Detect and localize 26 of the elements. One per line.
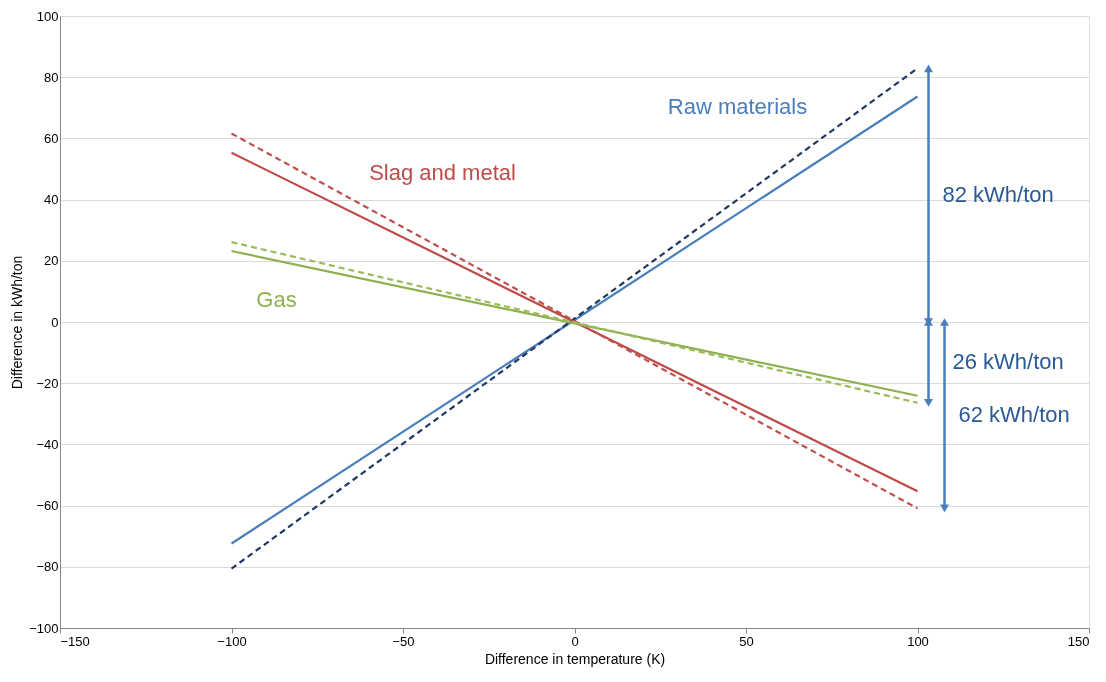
x-axis-title: Difference in temperature (K) <box>484 650 666 667</box>
series-label: Slag and metal <box>369 159 516 185</box>
y-tick-label: −60 <box>36 498 59 514</box>
x-tick-label: −100 <box>217 633 247 649</box>
annotation: 26 kWh/ton <box>952 349 1064 375</box>
x-tick-label: −50 <box>392 633 415 649</box>
y-tick-label: 0 <box>51 314 59 330</box>
x-tick-label: 0 <box>571 633 579 649</box>
series-label: Gas <box>256 287 297 313</box>
x-tick-label: 150 <box>1067 633 1090 649</box>
y-tick-label: −80 <box>36 559 59 575</box>
y-tick-label: −20 <box>36 375 59 391</box>
annotation: 82 kWh/ton <box>942 182 1054 208</box>
y-tick-label: −100 <box>29 620 59 636</box>
series-label: Raw materials <box>667 94 808 120</box>
y-tick-label: −40 <box>36 436 59 452</box>
y-tick-label: 80 <box>44 69 59 85</box>
y-axis-title: Difference in kWh/ton <box>9 255 26 390</box>
annotation: 62 kWh/ton <box>958 402 1070 428</box>
x-tick-label: 100 <box>907 633 929 649</box>
y-tick-label: 60 <box>44 130 59 146</box>
x-tick-label: 50 <box>739 633 754 649</box>
y-tick-label: 20 <box>44 253 59 269</box>
x-tick-label: −150 <box>60 633 90 649</box>
y-tick-label: 40 <box>44 192 59 208</box>
y-tick-label: 100 <box>36 8 59 24</box>
